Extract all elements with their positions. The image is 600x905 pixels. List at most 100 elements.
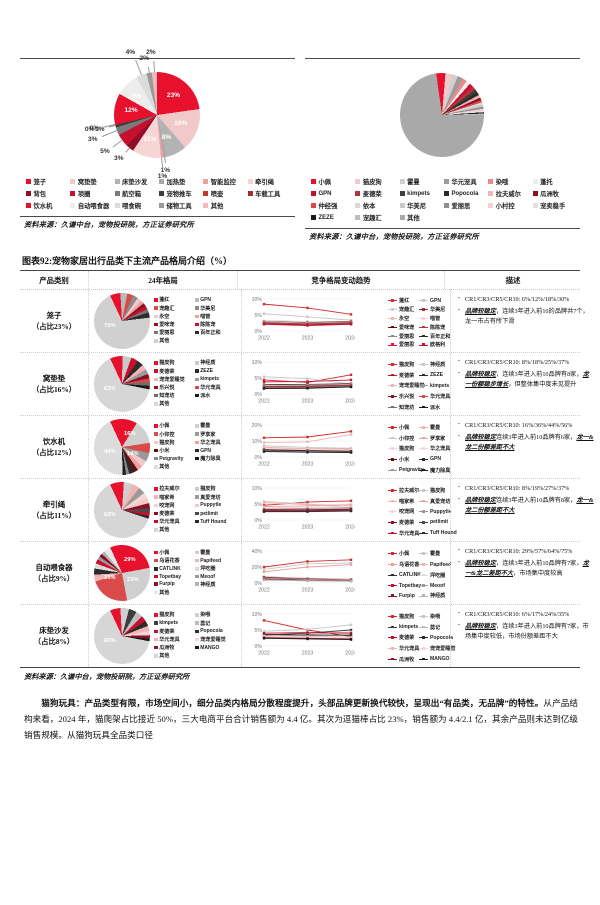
legend-item: 小佩 bbox=[311, 177, 355, 186]
legend-label: 魔力除臭 bbox=[200, 456, 221, 463]
legend-swatch bbox=[154, 424, 158, 428]
product-landscape-table: 产品类别 24年格局 竞争格局变动趋势 描述 笼子 （占比23%） 70% 蓬红 GPN… bbox=[20, 270, 594, 674]
legend-swatch bbox=[195, 432, 199, 436]
description-item: 品牌较稳定连续3年进入前10品牌有6家，龙一&龙二份额差距不大 bbox=[458, 433, 594, 452]
svg-text:40%: 40% bbox=[252, 549, 263, 555]
legend-item: 派水 bbox=[418, 402, 450, 411]
trend-svg: 0% 20% 40% 2022 2023 2024 bbox=[252, 549, 355, 593]
legend-item: Popocola bbox=[195, 628, 236, 635]
legend-label: 瓜洲牧 bbox=[540, 191, 559, 198]
legend-label: 仲经强 bbox=[318, 203, 338, 210]
svg-text:2023: 2023 bbox=[302, 462, 314, 468]
description-text: CR1/CR3/CR5/CR10: 16%/36%/44%/56% bbox=[465, 422, 573, 429]
svg-text:2024: 2024 bbox=[345, 525, 355, 531]
description-text: ，但整体集中度未见提升 bbox=[508, 380, 577, 388]
legend-swatch bbox=[154, 377, 158, 382]
legend-swatch bbox=[195, 574, 199, 579]
legend-item: 小米 bbox=[154, 447, 195, 454]
legend-swatch bbox=[154, 519, 158, 524]
legend-item: 宠宠爱睡觉 bbox=[154, 376, 195, 383]
legend-marker bbox=[418, 299, 428, 303]
pie-slice-label: 44% bbox=[104, 449, 116, 455]
legend-label: 其他 bbox=[210, 203, 224, 210]
description-item: 品牌较稳定连续3年进入前10品牌有8家，龙一&龙二份额差距不大 bbox=[458, 496, 594, 515]
legend-label: 真爱宠坊 bbox=[200, 494, 221, 501]
legend-item: 其他 bbox=[154, 526, 195, 533]
pie-slice-label: 70% bbox=[104, 323, 116, 329]
category-share: （占比9%） bbox=[33, 574, 75, 583]
legend-label: 知宠坊 bbox=[159, 393, 175, 400]
pie-leader-line bbox=[125, 147, 130, 153]
description-item: CR1/CR3/CR5/CR10: 6%/17%/24%/35% bbox=[458, 609, 594, 619]
legend-item: 乐兴悦 bbox=[387, 392, 419, 401]
legend-label: kimpets bbox=[159, 620, 179, 627]
legend-item: 瓜洲牧 bbox=[532, 189, 577, 198]
row-category: 自动喂食器 （占比9%） bbox=[20, 542, 88, 604]
legend-swatch bbox=[26, 179, 31, 184]
legend-label: 小仰控 bbox=[159, 431, 175, 438]
legend-label: 宠宠爱睡觉 bbox=[398, 383, 425, 390]
legend-item: 瓜洲牧 bbox=[154, 644, 195, 651]
legend-swatch bbox=[154, 298, 158, 302]
legend-swatch bbox=[154, 621, 158, 625]
legend-swatch bbox=[355, 191, 361, 196]
legend-swatch bbox=[195, 503, 199, 508]
legend-item: Furpip bbox=[154, 581, 195, 588]
pie-slice-label: 12% bbox=[124, 107, 138, 115]
legend-label: 蕊记 bbox=[200, 620, 211, 627]
legend-item: 瓜洲牧 bbox=[387, 654, 419, 663]
legend-marker bbox=[418, 520, 428, 524]
paragraph-rest: 从产品结构来看，2024 年，猫爬架占比接近 50%，三大电商平台合计销售额为 … bbox=[24, 698, 578, 740]
legend-item: 华元宠具 bbox=[195, 384, 236, 391]
legend-item: MANGO bbox=[418, 654, 450, 663]
legend-item: 爱丽思 bbox=[387, 341, 419, 349]
table-row: 自动喂食器 （占比9%） 25% 29% 23% 小佩 霍曼 乌语花香 Papifeed CATL… bbox=[20, 535, 589, 611]
legend-swatch bbox=[158, 191, 164, 196]
legend-marker bbox=[387, 447, 397, 451]
trend-line-chart: 0% 10% 20% 2022 2023 2024 bbox=[247, 421, 388, 475]
legend-item: 麦德荣 bbox=[387, 371, 419, 380]
legend-label: 陈陈宠 bbox=[200, 322, 216, 328]
legend-label: 派水 bbox=[429, 404, 441, 411]
legend-swatch bbox=[195, 424, 199, 428]
legend-label: 项圈 bbox=[77, 191, 91, 198]
legend-label: 乐兴悦 bbox=[398, 393, 415, 400]
legend-label: 背包 bbox=[33, 191, 47, 198]
legend-marker bbox=[387, 636, 397, 640]
legend-label: CATLINK bbox=[398, 572, 421, 579]
legend-label: 小佩 bbox=[398, 551, 410, 558]
pie-slices bbox=[84, 283, 160, 359]
svg-text:2024: 2024 bbox=[345, 336, 355, 342]
trend-line-chart: 0% 5% 10% 2022 2023 2024 bbox=[247, 358, 388, 412]
mini-pie-legend: 猫皮狗 神经质 麦德荣 ZEZE 宠宠爱睡觉 kimpets 乐兴悦 华元宠具 知宠坊 派水 其他 bbox=[154, 359, 236, 408]
pie-slice-label: 0% bbox=[89, 125, 100, 133]
legend-item: 喵管 bbox=[418, 315, 450, 323]
legend-item: 蓬红 bbox=[154, 296, 195, 303]
legend-item: petlimit bbox=[195, 510, 236, 517]
description-list: CR1/CR3/CR5/CR10: 8%/18%/25%/37% 品牌较稳定，连续… bbox=[458, 357, 594, 389]
legend-swatch bbox=[154, 495, 158, 499]
legend-label: 染哦 bbox=[429, 614, 441, 621]
legend-label: 小佩 bbox=[159, 423, 170, 430]
mini-pie-legend: 小佩 霍曼 小仰控 罗享家 猫皮狗 华之宠具 小米 GPN Petgravity 魔力除臭 其他 bbox=[154, 422, 236, 471]
legend-item: 其他 bbox=[399, 213, 444, 222]
legend-item: 罗享家 bbox=[418, 434, 450, 443]
description-item: CR1/CR3/CR5/CR10: 8%/19%/27%/37% bbox=[458, 483, 594, 493]
legend-label: 真爱宠坊 bbox=[429, 498, 451, 505]
table-row: 床垫沙发 （占比8%） 65% 猫皮狗 染哦 kimpets 蕊记 麦德荣 Popocola 华元… bbox=[20, 598, 589, 674]
legend-label: 爱丽思 bbox=[159, 330, 175, 337]
legend-label: Furpip bbox=[398, 592, 415, 599]
legend-label: 喵管 bbox=[429, 315, 441, 322]
description-text: ，连续3年进入前10品牌有8家， bbox=[495, 371, 583, 379]
pie-slice-label: 2% bbox=[139, 55, 149, 62]
legend-label: 欧格利 bbox=[429, 342, 446, 349]
trend-svg: 0% 10% 20% 2022 2023 2024 bbox=[252, 423, 355, 468]
legend-marker bbox=[418, 657, 428, 661]
legend-item: 宠宠爱睡觉 bbox=[418, 644, 455, 653]
legend-marker bbox=[387, 615, 397, 619]
legend-swatch bbox=[532, 203, 538, 208]
legend-label: 依本 bbox=[362, 203, 376, 210]
legend-item: 魔力除臭 bbox=[195, 455, 236, 462]
svg-text:2023: 2023 bbox=[302, 651, 314, 657]
